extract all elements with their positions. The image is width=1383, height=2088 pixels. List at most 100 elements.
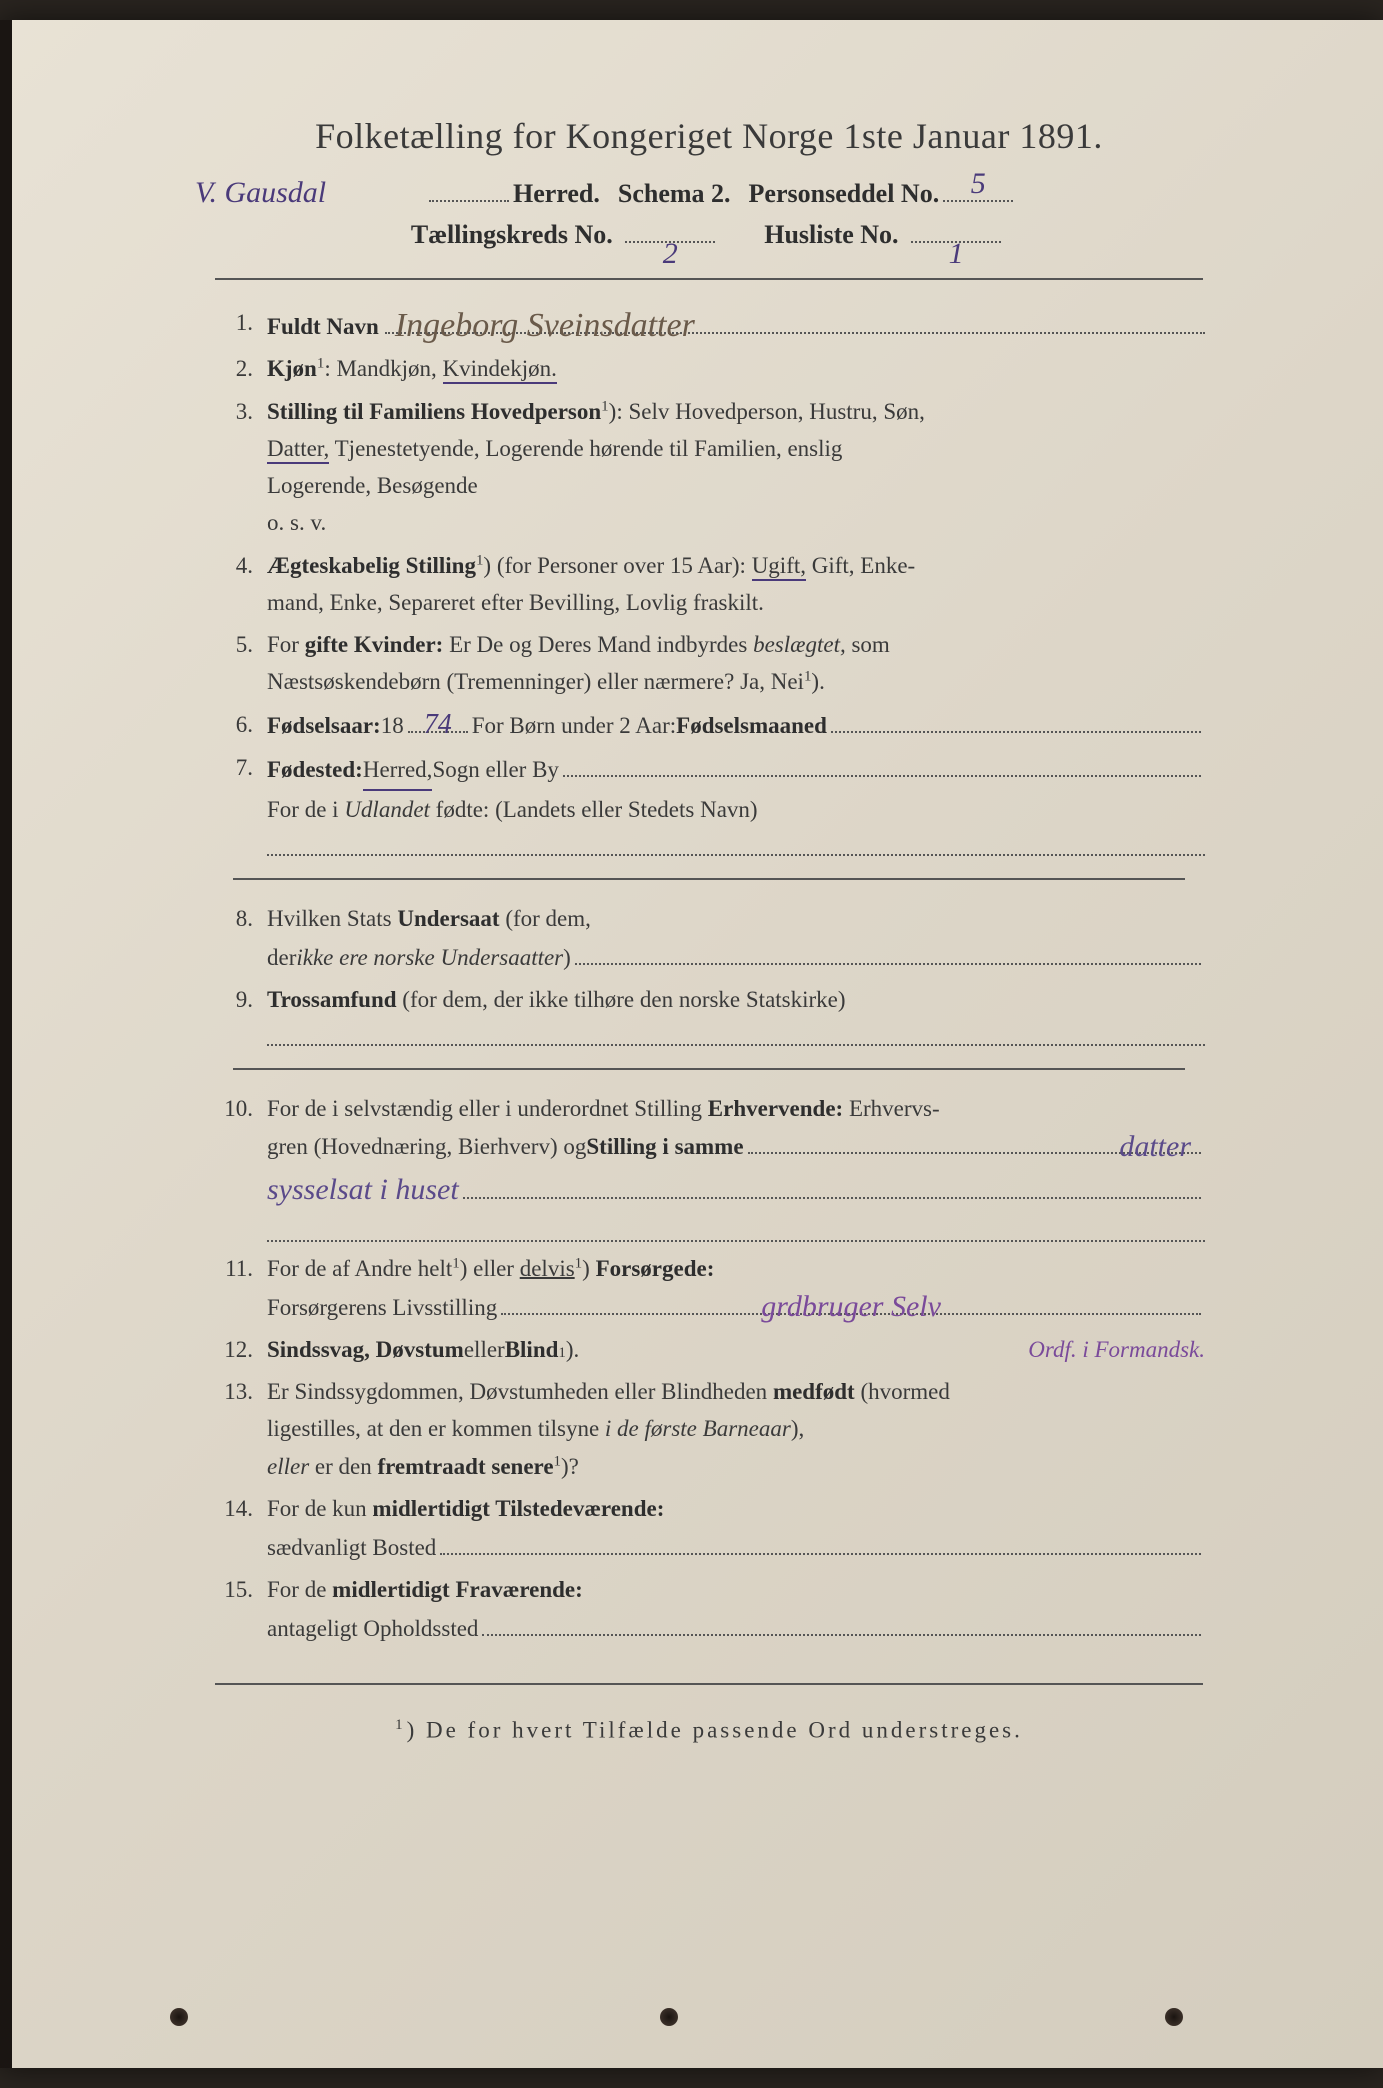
subheader-line-2: Tællingskreds No. 2 Husliste No. 1 xyxy=(195,220,1223,250)
r15-lead: For de xyxy=(267,1577,332,1602)
herred-label: Herred. xyxy=(513,179,600,209)
r10-lead: For de i selvstændig eller i underordnet… xyxy=(267,1096,708,1121)
r5-tail2: som xyxy=(846,632,890,657)
personseddel-no: 5 xyxy=(971,167,986,201)
r3-line4: o. s. v. xyxy=(267,510,326,535)
row-9: 9. Trossamfund (for dem, der ikke tilhør… xyxy=(213,981,1205,1018)
row-num: 9. xyxy=(213,981,267,1018)
dotted-fill xyxy=(440,1527,1201,1555)
divider xyxy=(215,1683,1203,1685)
main-title: Folketælling for Kongeriget Norge 1ste J… xyxy=(195,115,1223,157)
row-13: 13. Er Sindssygdommen, Døvstumheden elle… xyxy=(213,1373,1205,1485)
form-body: 1. Fuldt Navn Ingeborg Sveinsdatter 2. K… xyxy=(195,304,1223,1647)
dotted-fill xyxy=(831,706,1201,734)
r8-lead: Hvilken Stats xyxy=(267,906,397,931)
footnote-text: ) De for hvert Tilfælde passende Ord und… xyxy=(407,1718,1023,1743)
r10-hw1: datter xyxy=(1119,1123,1191,1172)
row-8: 8. Hvilken Stats Undersaat (for dem, der… xyxy=(213,900,1205,976)
dotted-fill xyxy=(563,749,1201,777)
r6-mid: For Børn under 2 Aar: xyxy=(472,707,676,744)
r7-tail2: fødte: (Landets eller Stedets Navn) xyxy=(430,797,758,822)
label-kjon: Kjøn xyxy=(267,356,317,381)
r11-underlined: delvis xyxy=(520,1256,575,1281)
sup: 1 xyxy=(601,398,608,414)
dotted-fill xyxy=(429,171,509,202)
row-num: 5. xyxy=(213,626,267,663)
dotted-fill: grdbruger Selv xyxy=(501,1287,1201,1315)
r12-bold: Sindssvag, Døvstum xyxy=(267,1331,464,1368)
r10-hw2: sysselsat i huset xyxy=(267,1166,459,1215)
r11-mid: ) eller xyxy=(460,1256,520,1281)
r5-bold: gifte Kvinder: xyxy=(305,632,444,657)
r14-lead: For de kun xyxy=(267,1496,372,1521)
r15-bold: midlertidigt Fraværende: xyxy=(332,1577,583,1602)
row-num: 11. xyxy=(213,1250,267,1287)
name-handwritten: Ingeborg Sveinsdatter xyxy=(395,298,695,353)
r13-bold: medfødt xyxy=(773,1379,855,1404)
row-num: 2. xyxy=(213,350,267,387)
husliste-field: 1 xyxy=(911,241,1001,243)
r12-tail: ). xyxy=(566,1331,579,1368)
row-num: 12. xyxy=(213,1331,267,1368)
row-num: 15. xyxy=(213,1571,267,1608)
r15-line2: antageligt Opholdssted xyxy=(267,1610,478,1647)
r13-tail2: )? xyxy=(561,1454,579,1479)
row-14: 14. For de kun midlertidigt Tilstedevære… xyxy=(213,1490,1205,1566)
row-num: 3. xyxy=(213,393,267,430)
r13-line3b: er den xyxy=(309,1454,377,1479)
husliste-no: 1 xyxy=(949,237,964,271)
footnote: 1) De for hvert Tilfælde passende Ord un… xyxy=(195,1717,1223,1744)
r11-tail: ) xyxy=(582,1256,595,1281)
kreds-label: Tællingskreds No. xyxy=(411,220,613,249)
r4-selected: Ugift, xyxy=(752,553,806,581)
row-num: 6. xyxy=(213,706,267,743)
r11-lead: For de af Andre helt xyxy=(267,1256,452,1281)
divider xyxy=(233,878,1185,880)
husliste-label: Husliste No. xyxy=(764,220,898,249)
row-num: 10. xyxy=(213,1090,267,1127)
binding-hole xyxy=(660,2008,678,2026)
dotted-fill xyxy=(463,1171,1201,1199)
row-3: 3. Stilling til Familiens Hovedperson1):… xyxy=(213,393,1205,542)
r10-bold: Erhvervende: xyxy=(708,1096,843,1121)
r7-tail: Sogn eller By xyxy=(432,751,559,788)
kjon-text: : Mandkjøn, xyxy=(324,356,442,381)
r9-tail: (for dem, der ikke tilhøre den norske St… xyxy=(397,987,846,1012)
row-num: 13. xyxy=(213,1373,267,1410)
kreds-field: 2 xyxy=(625,241,715,243)
r3-selected: Datter, xyxy=(267,436,329,464)
r5-tail3: ). xyxy=(811,669,824,694)
r8-tail: (for dem, xyxy=(500,906,591,931)
year-hw: 74 xyxy=(424,702,452,747)
r10-bold2: Stilling i samme xyxy=(586,1128,743,1165)
label-fodselsmaaned: Fødselsmaaned xyxy=(676,707,827,744)
r9-bold: Trossamfund xyxy=(267,987,397,1012)
r4-line2: mand, Enke, Separeret efter Bevilling, L… xyxy=(267,590,764,615)
subheader-line-1: V. Gausdal Herred. Schema 2. Personsedde… xyxy=(195,171,1223,210)
sup: 1 xyxy=(452,1255,459,1271)
dotted-fill xyxy=(482,1608,1201,1636)
herred-handwritten: V. Gausdal xyxy=(195,176,425,210)
r8-bold: Undersaat xyxy=(397,906,499,931)
r7-italic: Udlandet xyxy=(344,797,430,822)
r13-line3a: eller xyxy=(267,1454,309,1479)
row-num: 1. xyxy=(213,304,267,341)
r11-bold: Forsørgede: xyxy=(596,1256,715,1281)
label-fodselsaar: Fødselsaar: xyxy=(267,707,381,744)
r5-line2: Næstsøskendebørn (Tremenninger) eller næ… xyxy=(267,669,804,694)
r12-mid: eller xyxy=(464,1331,505,1368)
r14-bold: midlertidigt Tilstedeværende: xyxy=(372,1496,664,1521)
row-num: 7. xyxy=(213,749,267,786)
r8-line2: der xyxy=(267,939,296,976)
divider xyxy=(233,1068,1185,1070)
header: Folketælling for Kongeriget Norge 1ste J… xyxy=(195,115,1223,250)
personseddel-field: 5 xyxy=(943,171,1013,202)
r6-prefix: 18 xyxy=(381,707,404,744)
dotted-line xyxy=(267,1023,1205,1045)
r13-lead: Er Sindssygdommen, Døvstumheden eller Bl… xyxy=(267,1379,773,1404)
divider xyxy=(215,278,1203,280)
r7-line2: For de i xyxy=(267,797,344,822)
r8-italic: ikke ere norske Undersaatter xyxy=(296,939,563,976)
r4-tail2: Gift, Enke- xyxy=(806,553,915,578)
r12-hw: Ordf. i Formandsk. xyxy=(579,1331,1205,1368)
